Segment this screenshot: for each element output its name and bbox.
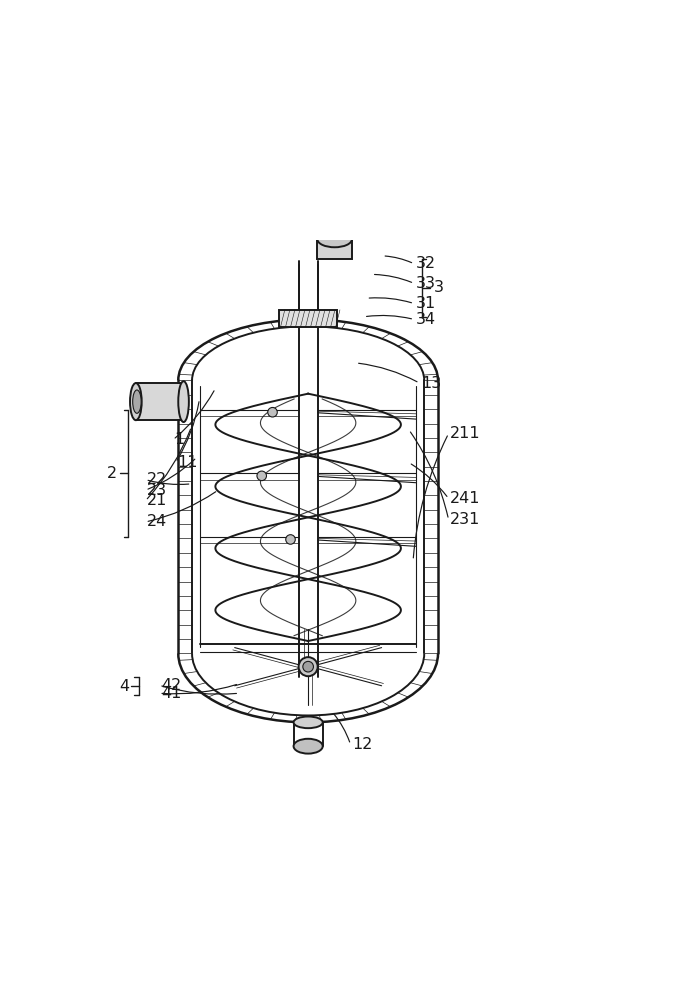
Ellipse shape <box>293 739 323 754</box>
Circle shape <box>208 179 215 186</box>
Text: 4: 4 <box>119 679 129 694</box>
Ellipse shape <box>293 717 323 728</box>
Text: 3: 3 <box>434 280 445 295</box>
Polygon shape <box>315 213 354 237</box>
Circle shape <box>299 657 317 676</box>
Ellipse shape <box>179 381 189 422</box>
Text: 241: 241 <box>450 491 481 506</box>
Ellipse shape <box>133 390 141 413</box>
Text: 41: 41 <box>161 686 181 701</box>
Text: 34: 34 <box>416 312 436 327</box>
Text: 42: 42 <box>161 678 181 693</box>
Text: 2: 2 <box>107 466 118 481</box>
Circle shape <box>267 407 277 417</box>
Polygon shape <box>138 384 183 419</box>
Text: 231: 231 <box>450 512 481 527</box>
Text: 32: 32 <box>416 256 436 271</box>
Text: 211: 211 <box>450 426 481 441</box>
Text: 13: 13 <box>421 376 441 391</box>
Circle shape <box>303 661 313 672</box>
Polygon shape <box>317 239 352 259</box>
Ellipse shape <box>290 129 311 198</box>
FancyBboxPatch shape <box>203 138 291 189</box>
Text: 31: 31 <box>416 296 436 311</box>
Circle shape <box>279 141 287 148</box>
Text: 11: 11 <box>177 455 198 470</box>
Ellipse shape <box>317 231 352 247</box>
Polygon shape <box>279 310 337 327</box>
Text: 1: 1 <box>174 432 185 447</box>
Ellipse shape <box>198 142 208 185</box>
Text: 12: 12 <box>352 737 373 752</box>
Ellipse shape <box>285 139 298 188</box>
Text: 21: 21 <box>147 493 168 508</box>
Ellipse shape <box>130 383 142 420</box>
Circle shape <box>286 535 295 544</box>
Text: 22: 22 <box>147 472 168 487</box>
Text: 23: 23 <box>147 483 167 498</box>
Polygon shape <box>203 189 296 193</box>
Circle shape <box>208 141 215 148</box>
Text: 33: 33 <box>416 276 436 291</box>
Circle shape <box>279 179 287 186</box>
Polygon shape <box>312 178 357 213</box>
Text: 24: 24 <box>147 514 168 529</box>
Circle shape <box>257 471 267 481</box>
